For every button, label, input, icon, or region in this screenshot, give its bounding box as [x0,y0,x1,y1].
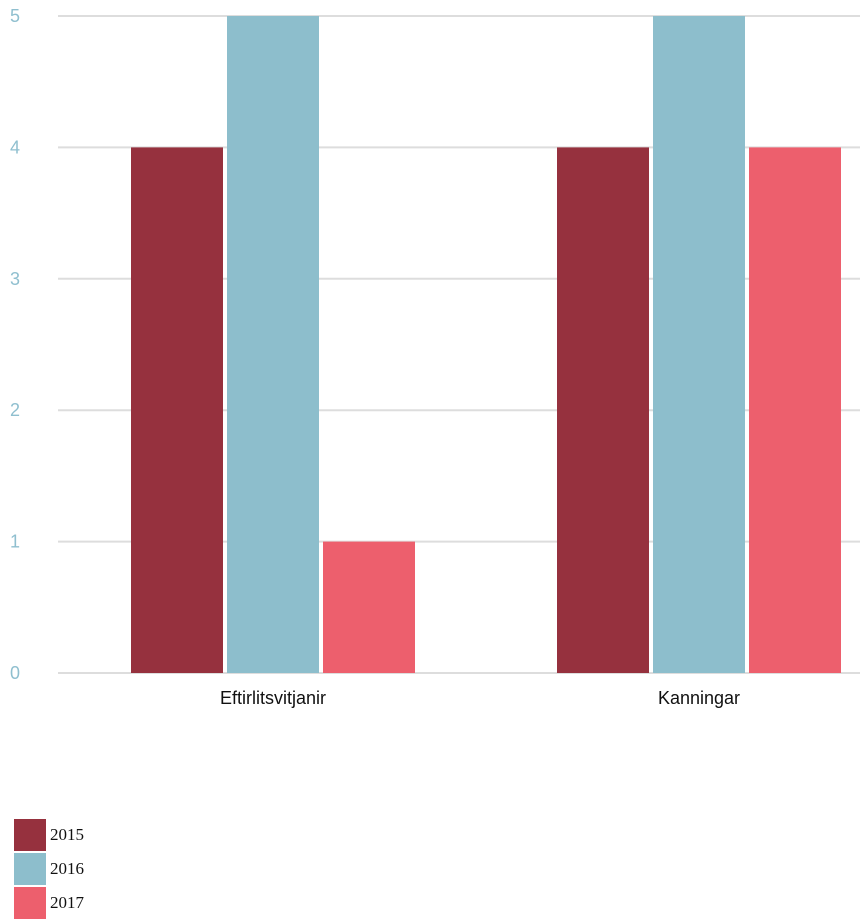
bar-kanningar-2015 [557,147,649,673]
bar-eftirlitsvitjanir-2016 [227,16,319,673]
legend: 2015 2016 2017 [14,818,84,920]
legend-item: 2016 [14,852,84,886]
legend-item: 2017 [14,886,84,920]
y-tick-label: 3 [10,269,20,289]
bars [131,16,841,673]
y-axis-ticks: 0 1 2 3 4 5 [10,6,20,683]
legend-swatch [14,887,46,919]
x-axis-ticks: Eftirlitsvitjanir Kanningar [220,688,740,708]
legend-item: 2015 [14,818,84,852]
bar-kanningar-2017 [749,147,841,673]
bar-kanningar-2016 [653,16,745,673]
y-tick-label: 5 [10,6,20,26]
x-tick-label: Kanningar [658,688,740,708]
legend-label: 2017 [50,893,84,912]
x-tick-label: Eftirlitsvitjanir [220,688,326,708]
y-tick-label: 0 [10,663,20,683]
legend-swatch [14,819,46,851]
y-tick-label: 1 [10,532,20,552]
y-tick-label: 2 [10,400,20,420]
y-tick-label: 4 [10,137,20,157]
bar-eftirlitsvitjanir-2017 [323,541,415,673]
legend-label: 2016 [50,859,84,878]
legend-label: 2015 [50,825,84,844]
legend-swatch [14,853,46,885]
bar-eftirlitsvitjanir-2015 [131,147,223,673]
